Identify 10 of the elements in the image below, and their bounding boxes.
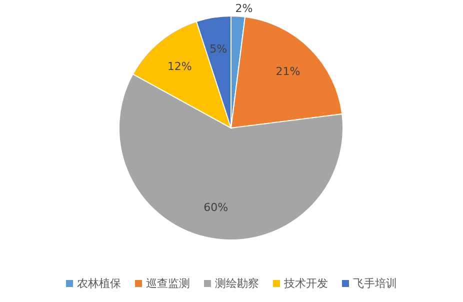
- data-label: 21%: [276, 64, 300, 78]
- data-label: 12%: [167, 60, 192, 73]
- data-label: 2%: [235, 2, 253, 16]
- legend-label: 飞手培训: [353, 277, 397, 290]
- data-label: 5%: [210, 42, 228, 56]
- legend-label: 测绘勘察: [215, 277, 259, 290]
- legend-label: 农林植保: [77, 277, 121, 290]
- legend-label: 技术开发: [283, 277, 328, 290]
- data-label: 60%: [204, 201, 228, 214]
- legend-label: 巡查监测: [146, 277, 190, 290]
